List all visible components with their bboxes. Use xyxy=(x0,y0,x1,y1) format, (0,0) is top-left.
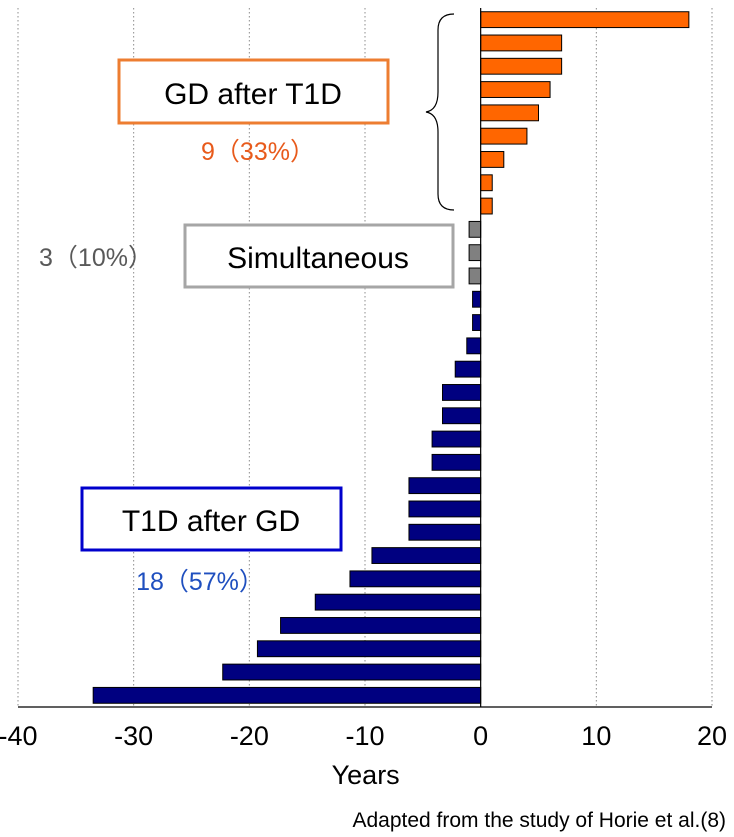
bar-gd-after-t1d xyxy=(480,127,528,145)
bar-t1d-after-gd xyxy=(222,663,482,681)
x-tick-label: -40 xyxy=(0,721,38,751)
bar-t1d-after-gd xyxy=(314,593,482,611)
bar-t1d-after-gd xyxy=(371,547,482,564)
x-tick-labels: -40 -30 -20 -10 0 10 20 xyxy=(0,721,727,751)
x-tick-label: -30 xyxy=(114,721,153,751)
bar-t1d-after-gd xyxy=(256,640,482,658)
simultaneous-count-percent: （10%） xyxy=(53,244,153,272)
x-tick-label: 20 xyxy=(697,721,727,751)
x-tick-label: -20 xyxy=(230,721,269,751)
group-brace xyxy=(425,13,455,211)
gd-after-t1d-count-number: 9 xyxy=(201,138,215,166)
simultaneous-box xyxy=(183,223,455,289)
bar-gd-after-t1d xyxy=(480,57,563,75)
bar-t1d-after-gd xyxy=(408,477,482,495)
bar-t1d-after-gd xyxy=(441,407,482,425)
bar-t1d-after-gd xyxy=(349,570,482,588)
bar-t1d-after-gd xyxy=(408,500,482,518)
t1d-after-gd-count-percent: （57%） xyxy=(164,568,264,596)
x-tick-label: 10 xyxy=(581,721,611,751)
simultaneous-count: 3（10%） xyxy=(39,244,153,272)
bar-t1d-after-gd xyxy=(466,337,482,355)
t1d-after-gd-box xyxy=(80,486,343,552)
gd-after-t1d-count: 9（33%） xyxy=(201,138,315,166)
bar-t1d-after-gd xyxy=(431,453,482,471)
bar-simultaneous xyxy=(468,267,482,285)
bar-simultaneous xyxy=(468,244,482,262)
bar-simultaneous xyxy=(468,220,482,238)
bar-t1d-after-gd xyxy=(280,617,482,634)
gd-after-t1d-box xyxy=(117,58,390,125)
t1d-after-gd-count-number: 18 xyxy=(136,568,164,596)
x-tick-label: 0 xyxy=(473,721,488,751)
bar-t1d-after-gd xyxy=(431,430,482,448)
bar-gd-after-t1d xyxy=(480,197,493,215)
bar-gd-after-t1d xyxy=(480,174,493,192)
simultaneous-title: Simultaneous xyxy=(227,242,409,275)
gd-after-t1d-count-percent: （33%） xyxy=(215,138,315,166)
bar-t1d-after-gd xyxy=(408,523,482,541)
bar-t1d-after-gd xyxy=(441,384,482,401)
bar-t1d-after-gd xyxy=(472,290,482,308)
bar-gd-after-t1d xyxy=(480,151,505,168)
bar-gd-after-t1d xyxy=(480,81,551,98)
x-axis-title: Years xyxy=(332,760,400,790)
bar-t1d-after-gd xyxy=(454,360,482,378)
source-note: Adapted from the study of Horie et al.(8… xyxy=(352,809,726,832)
bar-t1d-after-gd xyxy=(92,686,482,704)
t1d-after-gd-title: T1D after GD xyxy=(122,505,300,538)
bar-gd-after-t1d xyxy=(480,11,690,29)
x-tick-label: -10 xyxy=(345,721,384,751)
gd-after-t1d-title: GD after T1D xyxy=(164,78,342,111)
bars xyxy=(92,11,690,704)
simultaneous-count-number: 3 xyxy=(39,244,53,272)
t1d-after-gd-count: 18（57%） xyxy=(136,568,264,596)
bar-t1d-after-gd xyxy=(472,314,482,331)
bar-gd-after-t1d xyxy=(480,104,539,122)
bar-gd-after-t1d xyxy=(480,34,563,52)
